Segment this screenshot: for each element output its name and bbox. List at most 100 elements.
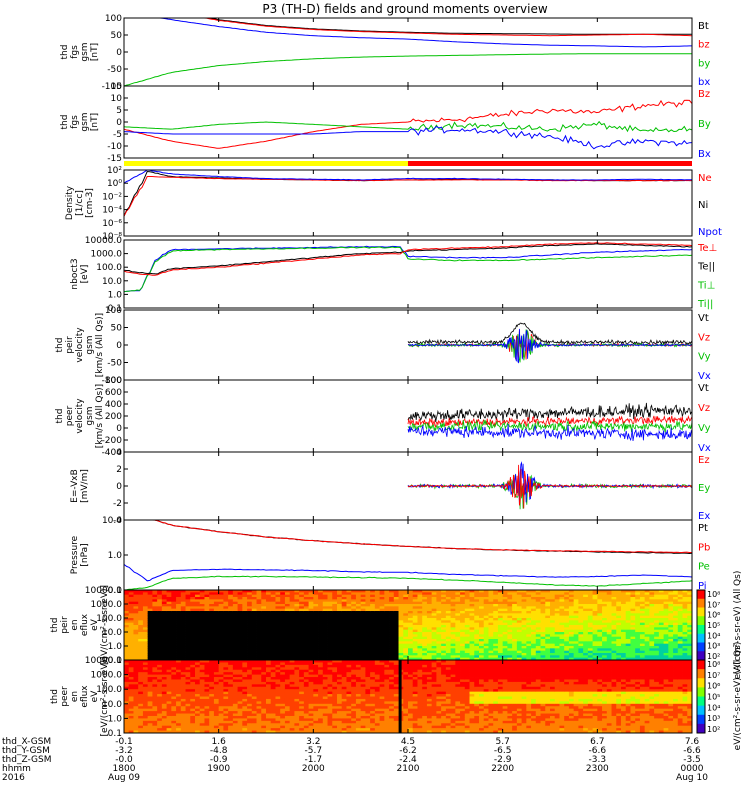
spectrogram-cell [337,604,342,607]
spectrogram-cell [612,623,617,626]
spectrogram-cell [399,627,404,630]
spectrogram-cell [559,641,564,644]
spectrogram-cell [541,639,546,642]
spectrogram-cell [181,675,186,678]
spectrogram-cell [616,611,621,614]
spectrogram-cell [588,616,593,619]
spectrogram-cell [597,632,602,635]
spectrogram-cell [271,616,276,619]
spectrogram-cell [204,641,209,644]
spectrogram-cell [602,648,607,651]
spectrogram-cell [242,718,247,721]
spectrogram-cell [129,711,134,714]
spectrogram-cell [252,726,257,729]
spectrogram-cell [238,682,243,685]
spectrogram-cell [389,599,394,602]
spectrogram-cell [526,634,531,637]
spectrogram-cell [138,679,143,682]
spectrogram-cell [361,630,366,633]
spectrogram-cell [252,711,257,714]
spectrogram-cell [550,618,555,621]
spectrogram-cell [143,697,148,700]
spectrogram-cell [545,625,550,628]
spectrogram-cell [630,641,635,644]
spectrogram-cell [138,630,143,633]
spectrogram-cell [394,597,399,600]
spectrogram-cell [181,620,186,623]
spectrogram-cell [574,611,579,614]
spectrogram-cell [148,644,153,647]
spectrogram-cell [299,592,304,595]
spectrogram-cell [323,641,328,644]
spectrogram-cell [678,641,683,644]
spectrogram-cell [124,648,129,651]
spectrogram-cell [683,655,688,658]
spectrogram-cell [417,599,422,602]
spectrogram-cell [275,653,280,656]
spectrogram-cell [223,653,228,656]
spectrogram-cell [545,648,550,651]
spectrogram-cell [167,613,172,616]
spectrogram-cell [233,675,238,678]
spectrogram-cell [219,714,224,717]
spectrogram-cell [659,616,664,619]
spectrogram-cell [597,634,602,637]
spectrogram-cell [564,604,569,607]
spectrogram-cell [223,595,228,598]
spectrogram-cell [526,641,531,644]
spectrogram-cell [635,627,640,630]
spectrogram-cell [678,609,683,612]
spectrogram-cell [129,651,134,654]
spectrogram-cell [384,616,389,619]
spectrogram-cell [630,599,635,602]
spectrogram-cell [498,648,503,651]
spectrogram-cell [550,646,555,649]
spectrogram-cell [365,599,370,602]
spectrogram-cell [455,611,460,614]
spectrogram-cell [451,639,456,642]
spectrogram-cell [294,648,299,651]
spectrogram-cell [488,630,493,633]
spectrogram-cell [384,597,389,600]
spectrogram-cell [484,602,489,605]
spectrogram-cell [266,646,271,649]
spectrogram-cell [148,611,153,614]
spectrogram-cell [465,623,470,626]
spectrogram-cell [607,623,612,626]
spectrogram-cell [541,632,546,635]
spectrogram-cell [422,618,427,621]
spectrogram-cell [299,630,304,633]
spectrogram-cell [427,611,432,614]
spectrogram-cell [332,611,337,614]
spectrogram-cell [612,634,617,637]
spectrogram-cell [337,592,342,595]
spectrogram-cell [607,616,612,619]
spectrogram-cell [162,648,167,651]
spectrogram-cell [465,653,470,656]
spectrogram-cell [252,677,257,680]
spectrogram-cell [375,623,380,626]
spectrogram-cell [285,613,290,616]
spectrogram-cell [252,609,257,612]
spectrogram-cell [659,634,664,637]
spectrogram-cell [133,665,138,668]
spectrogram-cell [588,618,593,621]
spectrogram-cell [403,616,408,619]
spectrogram-cell [238,694,243,697]
spectrogram-cell [654,641,659,644]
spectrogram-cell [275,677,280,680]
spectrogram-cell [157,644,162,647]
spectrogram-cell [195,667,200,670]
spectrogram-cell [417,627,422,630]
spectrogram-cell [526,618,531,621]
spectrogram-cell [209,655,214,658]
spectrogram-cell [152,595,157,598]
spectrogram-cell [138,632,143,635]
spectrogram-cell [294,634,299,637]
spectrogram-cell [157,623,162,626]
spectrogram-cell [266,718,271,721]
spectrogram-cell [621,655,626,658]
spectrogram-cell [332,613,337,616]
spectrogram-cell [204,634,209,637]
spectrogram-cell [578,611,583,614]
